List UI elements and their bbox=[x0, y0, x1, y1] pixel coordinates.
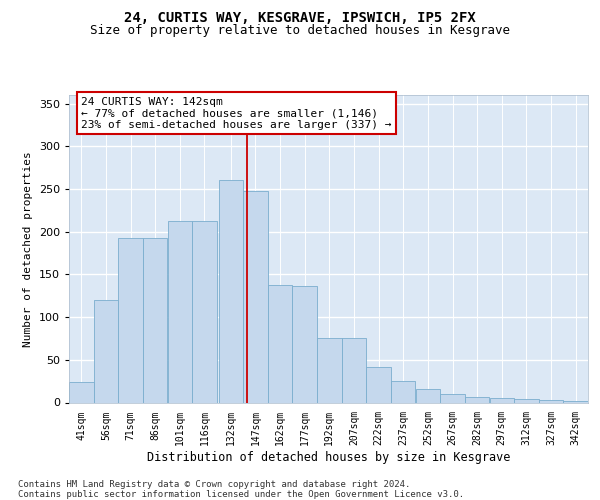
Bar bbox=[317, 338, 341, 402]
Text: Size of property relative to detached houses in Kesgrave: Size of property relative to detached ho… bbox=[90, 24, 510, 37]
Bar bbox=[490, 398, 514, 402]
Bar bbox=[514, 399, 539, 402]
Bar bbox=[563, 401, 588, 402]
Bar bbox=[292, 286, 317, 403]
Bar bbox=[94, 300, 118, 402]
Bar bbox=[416, 389, 440, 402]
Y-axis label: Number of detached properties: Number of detached properties bbox=[23, 151, 33, 346]
Bar bbox=[167, 220, 192, 402]
Bar bbox=[367, 366, 391, 402]
Bar bbox=[192, 220, 217, 402]
Text: Contains HM Land Registry data © Crown copyright and database right 2024.
Contai: Contains HM Land Registry data © Crown c… bbox=[18, 480, 464, 499]
Bar bbox=[440, 394, 465, 402]
Bar bbox=[268, 286, 292, 403]
Bar bbox=[391, 381, 415, 402]
Text: 24, CURTIS WAY, KESGRAVE, IPSWICH, IP5 2FX: 24, CURTIS WAY, KESGRAVE, IPSWICH, IP5 2… bbox=[124, 11, 476, 25]
Bar bbox=[465, 398, 490, 402]
Text: 24 CURTIS WAY: 142sqm
← 77% of detached houses are smaller (1,146)
23% of semi-d: 24 CURTIS WAY: 142sqm ← 77% of detached … bbox=[82, 96, 392, 130]
Bar bbox=[539, 400, 563, 402]
Bar bbox=[118, 238, 143, 402]
Bar bbox=[143, 238, 167, 402]
X-axis label: Distribution of detached houses by size in Kesgrave: Distribution of detached houses by size … bbox=[147, 451, 510, 464]
Bar bbox=[218, 180, 243, 402]
Bar bbox=[243, 190, 268, 402]
Bar bbox=[342, 338, 366, 402]
Bar bbox=[69, 382, 94, 402]
